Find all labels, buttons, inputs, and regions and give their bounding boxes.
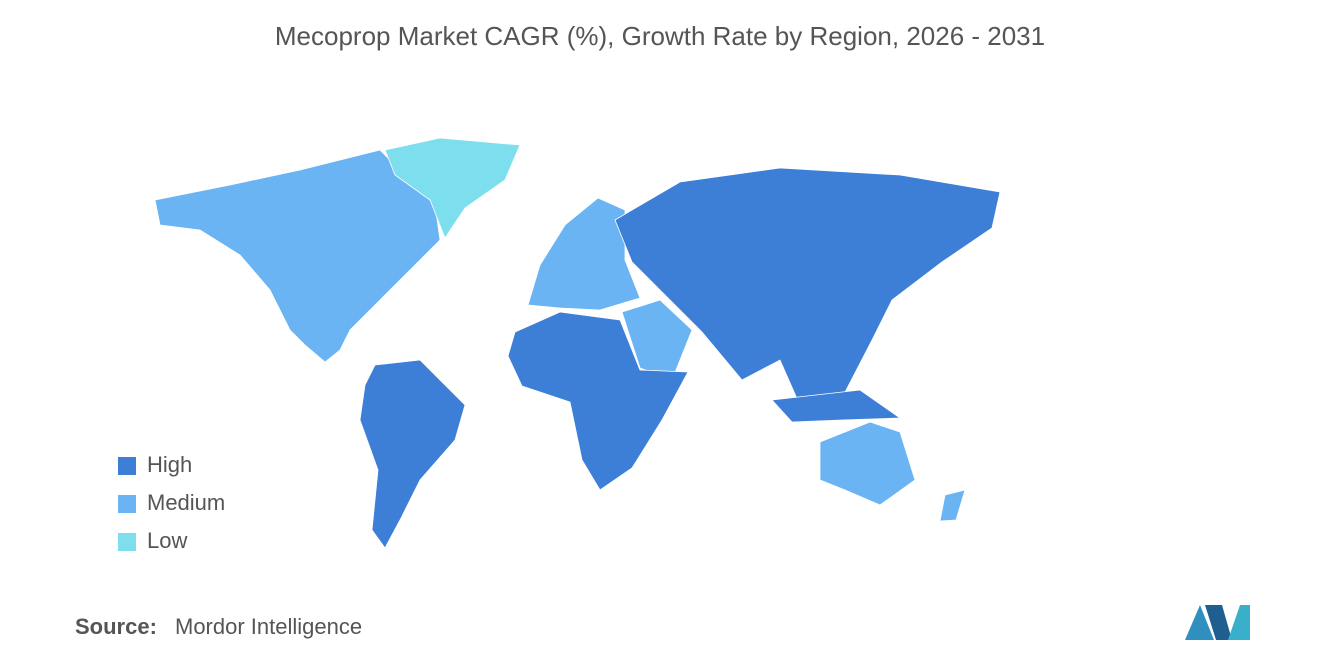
region [384, 137, 521, 239]
legend-label: Medium [147, 490, 225, 515]
region [614, 167, 1001, 411]
source: Mordor Intelligence [175, 614, 362, 639]
region [621, 299, 693, 381]
region [819, 421, 916, 506]
region [154, 149, 441, 363]
region [359, 359, 466, 549]
region [939, 489, 966, 522]
region [507, 311, 689, 491]
chart-title: Mecoprop Market CAGR (%), Growth Rate by… [275, 21, 1045, 51]
region [771, 389, 902, 423]
legend-label: High [147, 452, 192, 477]
source-label: Source: [75, 614, 157, 639]
legend-swatch [118, 533, 136, 551]
legend: High Medium Low [118, 452, 225, 553]
legend-swatch [118, 495, 136, 513]
legend-label: Low [147, 528, 187, 553]
logo [1185, 605, 1250, 640]
world-map [154, 137, 1001, 549]
legend-swatch [118, 457, 136, 475]
